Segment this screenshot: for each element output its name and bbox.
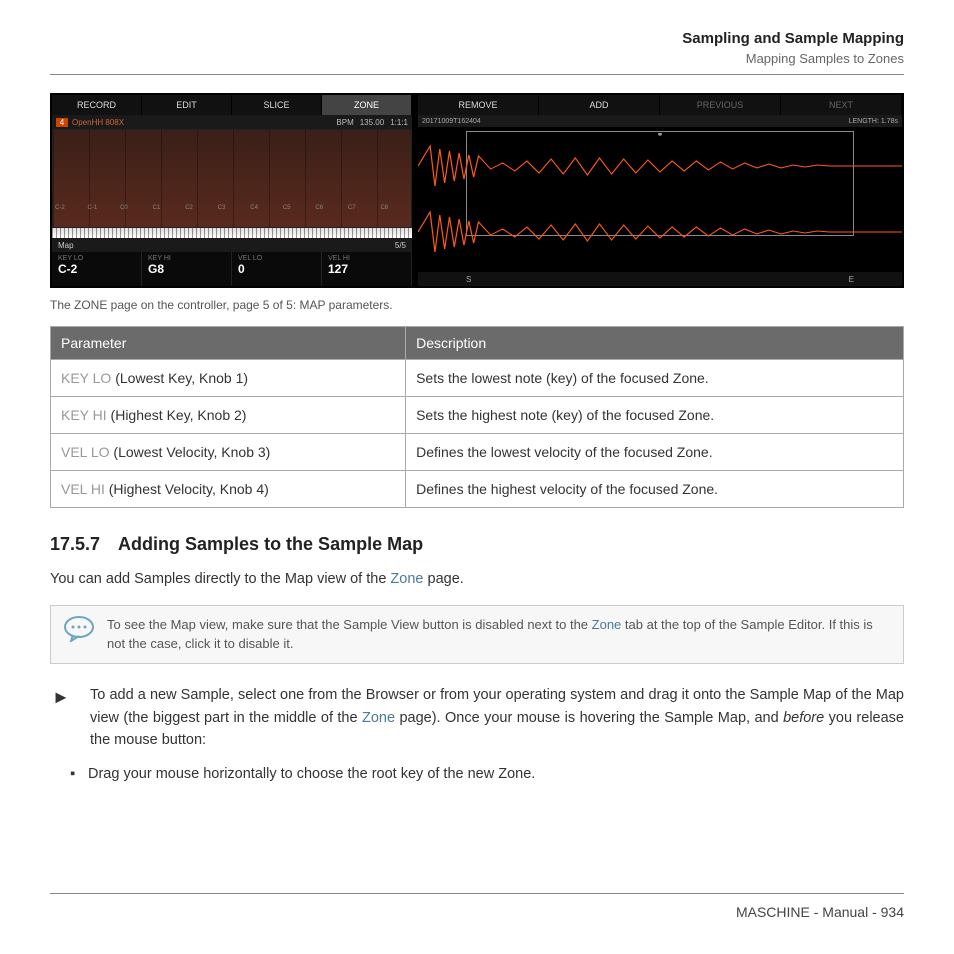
keyboard-strip [52, 228, 412, 238]
tab-zone[interactable]: ZONE [322, 95, 412, 115]
speech-bubble-icon [63, 616, 95, 642]
right-tabbar: REMOVE ADD PREVIOUS NEXT [418, 95, 902, 115]
position: 1:1:1 [390, 118, 408, 127]
zone-panel: RECORD EDIT SLICE ZONE 4 OpenHH 808X BPM… [52, 95, 412, 286]
map-page: 5/5 [395, 241, 406, 250]
knob-velhi[interactable]: VEL HI127 [322, 252, 412, 286]
header-subtitle: Mapping Samples to Zones [50, 51, 904, 66]
waveform-left [418, 141, 902, 191]
table-row: KEY LO (Lowest Key, Knob 1) Sets the low… [51, 360, 904, 397]
zone-grid[interactable]: C-2 C-1 C0 C1 C2 C3 C4 C5 C6 C7 C8 [52, 129, 412, 228]
parameter-table: Parameter Description KEY LO (Lowest Key… [50, 326, 904, 508]
knob-vello[interactable]: VEL LO0 [232, 252, 322, 286]
knob-keyhi[interactable]: KEY HIG8 [142, 252, 232, 286]
start-end-row: S E [418, 272, 902, 286]
knob-row: KEY LOC-2 KEY HIG8 VEL LO0 VEL HI127 [52, 252, 412, 286]
left-tabbar: RECORD EDIT SLICE ZONE [52, 95, 412, 115]
play-icon: ► [50, 684, 90, 751]
zone-link[interactable]: Zone [362, 710, 395, 726]
step-item: ► To add a new Sample, select one from t… [50, 684, 904, 751]
zone-link[interactable]: Zone [592, 617, 622, 632]
th-parameter: Parameter [51, 327, 406, 360]
waveform-area[interactable]: ⚭ [418, 127, 902, 272]
tab-remove[interactable]: REMOVE [418, 95, 539, 115]
info-callout: To see the Map view, make sure that the … [50, 605, 904, 665]
knob-keylo[interactable]: KEY LOC-2 [52, 252, 142, 286]
figure-caption: The ZONE page on the controller, page 5 … [50, 298, 904, 312]
bullet-icon: ▪ [70, 766, 88, 782]
octave-labels: C-2 C-1 C0 C1 C2 C3 C4 C5 C6 C7 C8 [53, 205, 411, 215]
tab-edit[interactable]: EDIT [142, 95, 232, 115]
section-number: 17.5.7 [50, 534, 100, 554]
tab-add[interactable]: ADD [539, 95, 660, 115]
page-footer: MASCHINE - Manual - 934 [50, 893, 904, 920]
slot-number: 4 [56, 118, 68, 127]
table-row: VEL LO (Lowest Velocity, Knob 3) Defines… [51, 434, 904, 471]
sample-id: 20171009T162404 [422, 118, 481, 125]
map-row: Map 5/5 [52, 238, 412, 252]
sample-header: 20171009T162404 LENGTH: 1.78s [418, 115, 902, 127]
page-header: Sampling and Sample Mapping Mapping Samp… [50, 30, 904, 75]
bullet-item: ▪ Drag your mouse horizontally to choose… [70, 766, 904, 782]
th-description: Description [406, 327, 904, 360]
start-marker: S [466, 275, 471, 284]
tab-next[interactable]: NEXT [781, 95, 902, 115]
section-title: Adding Samples to the Sample Map [118, 534, 423, 554]
zone-link[interactable]: Zone [390, 571, 423, 587]
bpm-label: BPM [336, 118, 353, 127]
end-marker: E [849, 275, 854, 284]
map-label: Map [58, 241, 74, 250]
slot-name: OpenHH 808X [72, 118, 336, 127]
table-row: VEL HI (Highest Velocity, Knob 4) Define… [51, 471, 904, 508]
intro-paragraph: You can add Samples directly to the Map … [50, 569, 904, 591]
tab-slice[interactable]: SLICE [232, 95, 322, 115]
slot-row: 4 OpenHH 808X BPM 135.00 1:1:1 [52, 115, 412, 129]
controller-screenshot: RECORD EDIT SLICE ZONE 4 OpenHH 808X BPM… [50, 93, 904, 288]
table-row: KEY HI (Highest Key, Knob 2) Sets the hi… [51, 397, 904, 434]
bpm-value: 135.00 [360, 118, 384, 127]
section-heading: 17.5.7 Adding Samples to the Sample Map [50, 534, 904, 555]
tab-record[interactable]: RECORD [52, 95, 142, 115]
waveform-right [418, 207, 902, 257]
header-title: Sampling and Sample Mapping [50, 30, 904, 47]
tab-previous[interactable]: PREVIOUS [660, 95, 781, 115]
link-icon: ⚭ [657, 130, 664, 139]
wave-panel: REMOVE ADD PREVIOUS NEXT 20171009T162404… [418, 95, 902, 286]
